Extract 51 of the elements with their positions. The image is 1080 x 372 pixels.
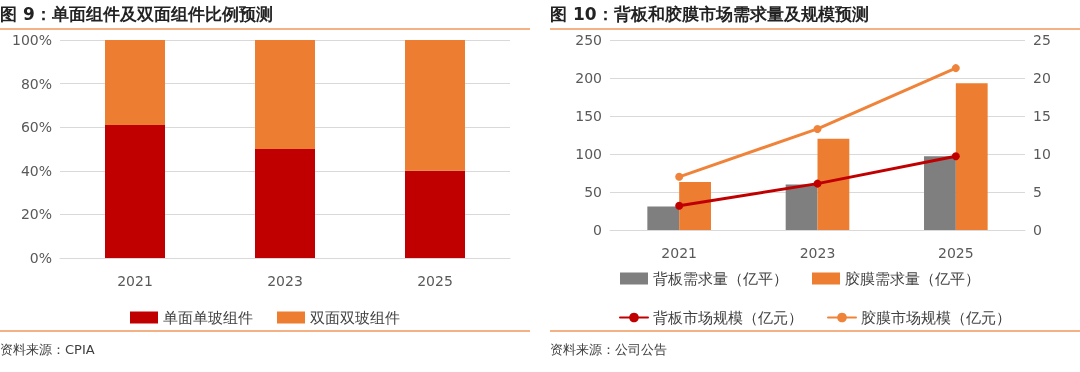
x-tick-label: 2023 [267, 273, 303, 289]
y-tick-label: 150 [575, 108, 602, 124]
x-tick-label: 2021 [661, 245, 697, 261]
bar [785, 184, 818, 230]
legend-label: 胶膜需求量（亿平） [845, 269, 980, 288]
bar [105, 125, 165, 258]
point [675, 201, 684, 210]
bar [405, 170, 465, 258]
bar [647, 206, 680, 230]
bar [105, 40, 165, 126]
point [951, 64, 960, 73]
text: 资料来源：CPIA [0, 341, 96, 359]
x-tick-label: 2025 [417, 273, 453, 289]
y-tick-label: 80% [20, 75, 52, 92]
point [675, 172, 684, 181]
x-tick-label: 2025 [938, 245, 974, 261]
y-tick-label: 200 [575, 70, 602, 86]
y-tick-label: 100 [575, 146, 602, 162]
y-tick-label: 250 [575, 32, 602, 48]
y2-tick-label: 25 [1033, 32, 1051, 48]
bar [955, 83, 988, 230]
bar [255, 40, 315, 149]
y-tick-label: 0% [29, 250, 52, 266]
y-tick-label: 50 [584, 184, 602, 200]
y2-tick-label: 0 [1033, 222, 1042, 238]
y-tick-label: 60% [20, 119, 52, 136]
bar [255, 149, 315, 258]
bar [924, 156, 956, 230]
legend-label: 单面单玻组件 [163, 308, 253, 327]
legend-label: 胶膜市场规模（亿元） [861, 308, 1011, 327]
y2-tick-label: 20 [1033, 70, 1051, 86]
point [813, 124, 822, 133]
y-tick-label: 20% [20, 206, 52, 223]
bar [405, 40, 465, 171]
chart-title: 图 10：背板和胶膜市场需求量及规模预测 [550, 0, 1080, 30]
point [951, 152, 960, 161]
y-tick-label: 0 [593, 222, 602, 238]
chart-title: 图 9：单面组件及双面组件比例预测 [0, 0, 530, 30]
y-tick-label: 100% [11, 32, 52, 48]
text: 资料来源：公司公告 [550, 341, 668, 359]
point [813, 179, 822, 188]
legend-label: 背板需求量（亿平） [653, 269, 788, 288]
y2-tick-label: 15 [1033, 108, 1051, 124]
y-tick-label: 40% [20, 162, 52, 179]
legend-label: 双面双玻组件 [310, 308, 400, 327]
x-tick-label: 2023 [799, 245, 836, 261]
bar [817, 138, 850, 230]
x-tick-label: 2021 [117, 273, 153, 289]
legend-label: 背板市场规模（亿元） [653, 308, 803, 327]
y2-tick-label: 10 [1033, 146, 1051, 162]
y2-tick-label: 5 [1033, 184, 1042, 200]
